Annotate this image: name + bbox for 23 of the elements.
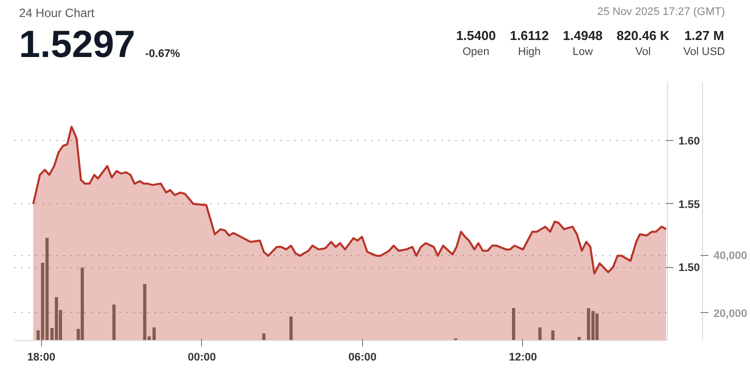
y-tick-label: 1.60 — [678, 136, 700, 148]
y2-tick-label: 40,000 — [714, 250, 748, 262]
text: -0.67% — [145, 47, 180, 62]
y-tick-label: 1.55 — [678, 198, 700, 211]
chart-title: 24 Hour Chart — [19, 5, 96, 22]
text: 1.5400 — [456, 26, 496, 45]
text: Open — [462, 45, 490, 60]
text: 1.6112 — [510, 26, 549, 45]
x-tick-label: 00:00 — [188, 352, 216, 364]
text: Vol USD — [683, 45, 725, 60]
x-tick-label: 18:00 — [27, 352, 56, 364]
x-tick-label: 12:00 — [508, 352, 538, 364]
y2-tick-label: 20,000 — [714, 308, 748, 320]
text: 25 Nov 2025 17:27 (GMT) — [596, 5, 725, 20]
y-tick-label: 1.50 — [678, 262, 700, 274]
text: Low — [572, 45, 594, 60]
x-tick-label: 06:00 — [348, 352, 376, 364]
text: Vol — [634, 45, 652, 60]
chart-subtitle: 1.5297 — [19, 23, 136, 68]
text: 820.46 K — [616, 26, 670, 45]
text: 1.4948 — [562, 26, 603, 45]
text: 1.27 M — [683, 26, 725, 45]
text: High — [517, 45, 542, 60]
